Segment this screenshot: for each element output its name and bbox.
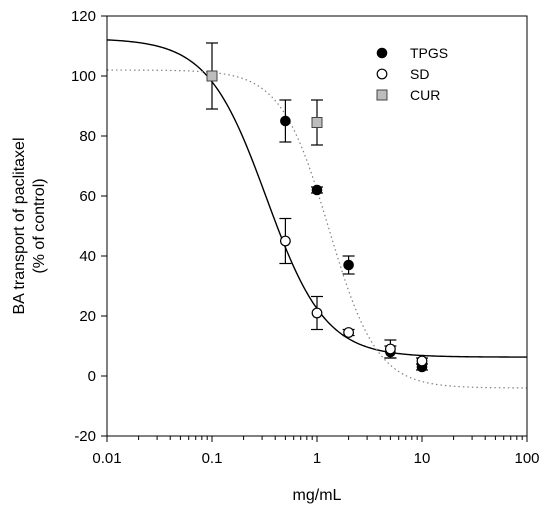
y-tick-label: 40: [79, 248, 96, 265]
point-cur: [311, 117, 323, 128]
y-tick-label: -20: [74, 428, 96, 445]
data-markers: [206, 70, 428, 373]
point-sd: [279, 235, 291, 247]
y-tick-label: 100: [71, 68, 96, 85]
point-sd: [384, 343, 396, 355]
x-tick-label: 10: [414, 450, 431, 467]
y-tick-label: 60: [79, 188, 96, 205]
x-axis-title: mg/mL: [293, 487, 342, 504]
legend-label-sd: SD: [410, 66, 429, 82]
point-sd: [416, 355, 428, 367]
y-tick-label: 0: [88, 368, 96, 385]
point-tpgs: [311, 184, 323, 196]
y-axis-ticks: -20 0 20 40 60 80 100 120: [71, 8, 107, 445]
legend-marker-tpgs: [376, 47, 388, 59]
y-axis-title-line-1: BA transport of paclitaxel: [11, 138, 28, 315]
fit-curves: [106, 39, 528, 389]
point-cur: [206, 70, 218, 82]
legend: TPGS SD CUR: [376, 45, 448, 103]
plot-frame: [106, 15, 528, 437]
point-tpgs: [343, 259, 354, 271]
y-tick-label: 80: [79, 128, 96, 145]
legend-marker-cur: [376, 89, 388, 101]
x-tick-label: 100: [514, 450, 539, 467]
legend-label-tpgs: TPGS: [410, 45, 448, 61]
point-sd: [343, 327, 355, 338]
x-tick-label: 0.1: [202, 450, 223, 467]
legend-label-cur: CUR: [410, 87, 440, 103]
y-tick-label: 120: [71, 8, 96, 25]
x-tick-label: 0.01: [92, 450, 121, 467]
x-axis-ticks: 0.01 0.1 1 10 100: [92, 436, 540, 467]
y-tick-label: 20: [79, 308, 96, 325]
point-tpgs: [280, 115, 291, 127]
x-tick-label: 1: [313, 450, 321, 467]
error-bars: [206, 42, 428, 371]
legend-marker-sd: [376, 68, 388, 80]
point-sd: [311, 307, 323, 319]
y-axis-title-line-2: (% of control): [31, 178, 48, 273]
